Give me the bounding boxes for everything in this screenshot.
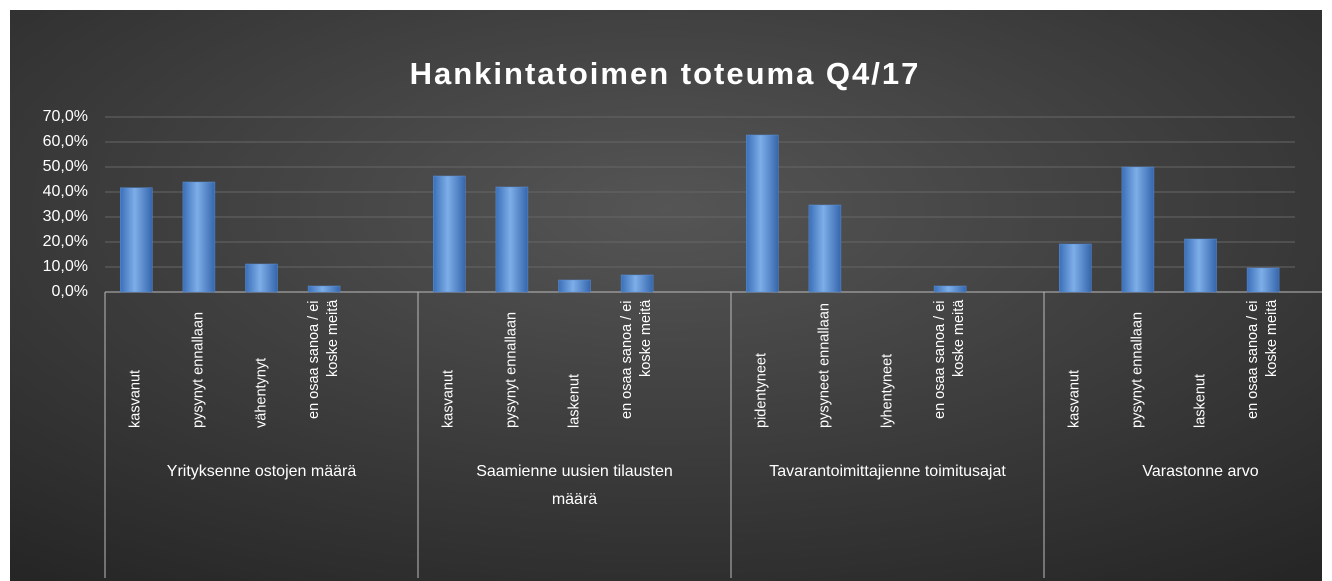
chart-background xyxy=(10,10,1322,581)
bar xyxy=(433,175,466,293)
bar xyxy=(746,134,779,293)
x-tick-label: en osaa sanoa / ei koske meitä xyxy=(302,300,346,428)
x-tick-label: pysyneet ennallaan xyxy=(803,300,847,428)
x-tick-label-text: laskenut xyxy=(566,373,582,428)
x-tick-label: lyhentyneet xyxy=(866,300,910,428)
y-tick-label: 50,0% xyxy=(43,158,88,175)
x-tick-label-text: kasvanut xyxy=(127,369,144,428)
x-tick-label: pidentyneet xyxy=(740,300,784,428)
x-tick-label-text: lyhentyneet xyxy=(879,353,895,428)
y-tick-label: 60,0% xyxy=(43,133,88,150)
group-label-text: Yrityksenne ostojen määrä xyxy=(166,463,357,480)
x-tick-label-text: pysynyt ennallaan xyxy=(190,311,207,428)
bar xyxy=(245,263,278,293)
bar xyxy=(1059,243,1092,293)
bar xyxy=(620,274,654,293)
x-tick-label: en osaa sanoa / ei koske meitä xyxy=(1241,300,1285,428)
x-tick-label-text: pysynyt ennallaan xyxy=(503,311,520,428)
y-tick-label: 70,0% xyxy=(43,108,88,125)
x-tick-label-text: pysyneet ennallaan xyxy=(816,303,833,428)
bar xyxy=(120,187,153,293)
x-tick-label: en osaa sanoa / ei koske meitä xyxy=(928,300,972,428)
group-label: Varastonne arvo xyxy=(1081,458,1321,486)
group-label-text: Varastonne arvo xyxy=(1142,463,1259,480)
bar xyxy=(808,204,842,293)
x-tick-label: pysynyt ennallaan xyxy=(1116,300,1160,428)
group-label: Saamienne uusien tilausten määrä xyxy=(455,458,695,514)
x-tick-label: pysynyt ennallaan xyxy=(490,300,534,428)
group-label: Yrityksenne ostojen määrä xyxy=(142,458,382,486)
x-tick-label: kasvanut xyxy=(427,300,471,428)
y-tick-label: 0,0% xyxy=(52,283,88,300)
x-tick-label: vähentynyt xyxy=(240,300,284,428)
x-tick-label: pysynyt ennallaan xyxy=(177,300,221,428)
bar xyxy=(933,285,967,293)
y-tick-label: 20,0% xyxy=(43,233,88,250)
x-tick-label-text: kasvanut xyxy=(440,369,457,428)
y-tick-label: 40,0% xyxy=(43,183,88,200)
x-tick-label-text: en osaa sanoa / ei koske meitä xyxy=(932,300,968,419)
y-tick-label: 10,0% xyxy=(43,258,88,275)
x-tick-label-text: en osaa sanoa / ei koske meitä xyxy=(306,300,342,419)
x-tick-label: laskenut xyxy=(1179,300,1223,428)
x-tick-label: en osaa sanoa / ei koske meitä xyxy=(615,300,659,428)
group-label-text: Saamienne uusien tilausten määrä xyxy=(476,463,673,508)
x-tick-label-text: vähentynyt xyxy=(253,357,269,428)
x-tick-label-text: en osaa sanoa / ei koske meitä xyxy=(1245,300,1281,419)
group-label: Tavarantoimittajienne toimitusajat xyxy=(768,458,1008,486)
x-tick-label-text: en osaa sanoa / ei koske meitä xyxy=(619,300,655,419)
bar xyxy=(495,186,529,293)
chart-title: Hankintatoimen toteuma Q4/17 xyxy=(410,56,921,91)
bar xyxy=(307,285,341,293)
bar xyxy=(558,279,591,293)
bar xyxy=(1121,166,1155,293)
bar xyxy=(182,181,216,293)
x-tick-label: kasvanut xyxy=(114,300,158,428)
x-tick-label-text: kasvanut xyxy=(1066,369,1083,428)
bar xyxy=(1246,267,1280,293)
group-label-text: Tavarantoimittajienne toimitusajat xyxy=(769,463,1006,480)
x-tick-label-text: pidentyneet xyxy=(753,353,770,428)
x-tick-label: kasvanut xyxy=(1053,300,1097,428)
x-tick-label: laskenut xyxy=(553,300,597,428)
x-tick-label-text: pysynyt ennallaan xyxy=(1129,311,1146,428)
bar xyxy=(1184,238,1217,293)
y-tick-label: 30,0% xyxy=(43,208,88,225)
x-tick-label-text: laskenut xyxy=(1192,373,1208,428)
